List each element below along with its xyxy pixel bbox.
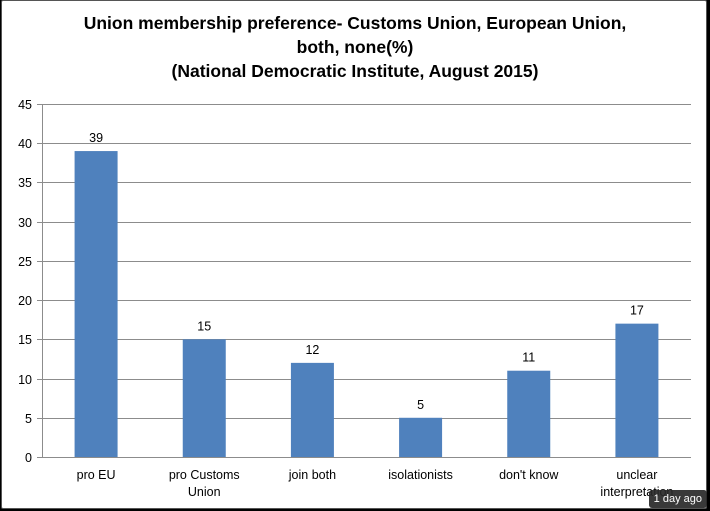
bar — [182, 339, 226, 457]
data-label: 39 — [89, 131, 103, 145]
bar — [290, 362, 334, 457]
data-label: 5 — [417, 398, 424, 412]
x-category-label: join both — [288, 468, 336, 482]
y-tick-label: 35 — [18, 176, 32, 190]
x-category-label: unclear — [616, 468, 657, 482]
bar — [399, 417, 443, 457]
y-tick-label: 25 — [18, 255, 32, 269]
bar — [74, 151, 118, 458]
x-category-label: pro Customs — [169, 468, 240, 482]
bar — [615, 323, 659, 457]
x-category-label: isolationists — [388, 468, 453, 482]
data-label: 15 — [197, 319, 211, 333]
chart-title-line-2: both, none(%) — [296, 37, 414, 57]
x-category-label: pro EU — [77, 468, 116, 482]
timestamp-badge: 1 day ago — [648, 490, 707, 508]
y-tick-label: 15 — [18, 333, 32, 347]
x-category-label: don't know — [499, 468, 559, 482]
y-tick-label: 10 — [18, 373, 32, 387]
y-tick-label: 40 — [18, 137, 32, 151]
bar — [507, 370, 551, 457]
y-tick-label: 5 — [25, 412, 32, 426]
x-category-label: Union — [188, 485, 221, 499]
data-label: 12 — [305, 343, 319, 357]
y-tick-label: 30 — [18, 216, 32, 230]
data-label: 17 — [630, 304, 644, 318]
chart-title: Union membership preference- Customs Uni… — [2, 11, 708, 83]
data-label: 11 — [522, 351, 535, 365]
y-tick-label: 45 — [18, 98, 32, 112]
y-tick-label: 0 — [25, 451, 32, 465]
chart-title-line-1: Union membership preference- Customs Uni… — [83, 13, 627, 33]
y-tick-label: 20 — [18, 294, 32, 308]
chart-title-line-3: (National Democratic Institute, August 2… — [171, 61, 539, 81]
